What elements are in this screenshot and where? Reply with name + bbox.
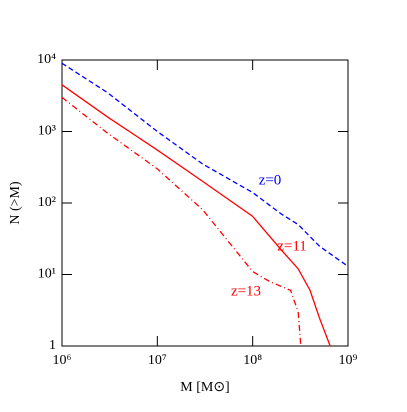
series-label: z=0 — [259, 172, 282, 188]
y-tick-label: 10⁴ — [37, 52, 56, 67]
series-label: z=11 — [277, 238, 307, 254]
y-tick-label: 10³ — [38, 124, 56, 139]
x-tick-label: 10⁷ — [148, 353, 167, 368]
y-tick-label: 1 — [49, 338, 56, 353]
y-tick-label: 10² — [38, 195, 56, 210]
series-label: z=13 — [231, 283, 261, 299]
series-line — [61, 96, 302, 347]
x-tick-label: 10⁸ — [243, 353, 262, 368]
y-tick-label: 10¹ — [38, 267, 56, 282]
x-tick-label: 10⁹ — [339, 353, 358, 368]
x-axis-label: M [M⊙] — [180, 380, 229, 395]
plot-frame — [61, 59, 349, 347]
y-axis-label: N (>M) — [8, 181, 23, 225]
series-line — [61, 62, 349, 267]
x-tick-label: 10⁶ — [53, 353, 72, 368]
series-line — [61, 84, 331, 347]
